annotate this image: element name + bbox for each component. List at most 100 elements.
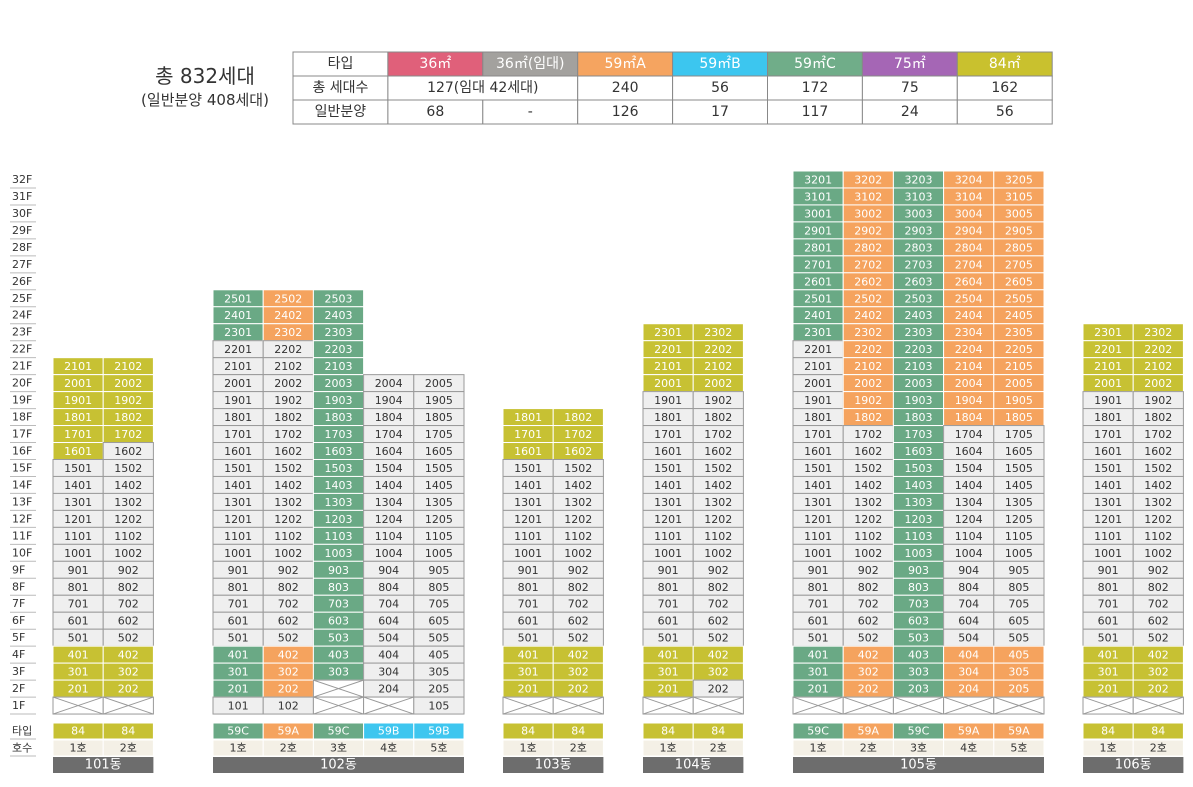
type-cell	[993, 722, 1045, 740]
floor-label: 19F	[12, 394, 32, 407]
unit-number: 702	[1148, 598, 1169, 611]
unit-number: 1503	[905, 462, 933, 475]
unit-number: 301	[658, 666, 679, 679]
unit-number: 2102	[704, 360, 732, 373]
unit-number: 201	[518, 683, 539, 696]
unit-number: 1402	[704, 479, 732, 492]
ho-label: 2호	[1150, 742, 1167, 755]
unit-number: 1101	[224, 530, 252, 543]
floor-label: 15F	[12, 461, 32, 474]
unit-number: 2403	[905, 309, 933, 322]
unit-number: 2402	[274, 309, 302, 322]
unit-number: 702	[568, 598, 589, 611]
unit-number: 2302	[1144, 326, 1172, 339]
unit-number: 1005	[1005, 547, 1033, 560]
unit-number: 2201	[224, 343, 252, 356]
unit-number: 505	[428, 632, 449, 645]
empty-cross	[313, 696, 364, 715]
unit-number: 2605	[1005, 275, 1033, 288]
unit-number: 1405	[425, 479, 453, 492]
ho-cell	[993, 739, 1045, 757]
unit-number: 501	[1098, 632, 1119, 645]
unit-number: 2203	[905, 343, 933, 356]
unit-number: 602	[858, 615, 879, 628]
unit-number: 2302	[854, 326, 882, 339]
unit-number: 602	[278, 615, 299, 628]
unit-number: 1001	[654, 547, 682, 560]
unit-number: 301	[68, 666, 89, 679]
unit-number: 1501	[1094, 462, 1122, 475]
ho-label: 5호	[430, 742, 447, 755]
unit-number: 1002	[274, 547, 302, 560]
empty-cross	[943, 696, 994, 715]
unit-number: 901	[658, 564, 679, 577]
summary-value: 75	[901, 80, 919, 96]
unit-number: 403	[908, 649, 929, 662]
unit-number: 1101	[1094, 530, 1122, 543]
type-label: 84	[121, 725, 135, 738]
unit-number: 901	[1098, 564, 1119, 577]
unit-number: 502	[118, 632, 139, 645]
unit-number: 1002	[1144, 547, 1172, 560]
unit-number: 403	[328, 649, 349, 662]
unit-number: 901	[518, 564, 539, 577]
unit-number: 2102	[1144, 360, 1172, 373]
ho-label: 1호	[70, 742, 87, 755]
unit-number: 303	[328, 666, 349, 679]
unit-number: 2404	[955, 309, 983, 322]
unit-number: 401	[658, 649, 679, 662]
floor-label: 23F	[12, 326, 32, 339]
unit-number: 1705	[1005, 428, 1033, 441]
unit-number: 1001	[64, 547, 92, 560]
empty-cross	[553, 696, 604, 715]
unit-number: 2103	[905, 360, 933, 373]
floor-label: 1F	[12, 699, 25, 712]
summary-value: 총 세대수	[312, 80, 368, 96]
unit-number: 2704	[955, 258, 983, 271]
empty-cross	[502, 696, 554, 715]
unit-number: 1602	[854, 445, 882, 458]
unit-number: 3203	[905, 173, 933, 186]
unit-number: 701	[228, 598, 249, 611]
building-name: 102동	[320, 758, 357, 773]
type-label: 84	[1101, 725, 1115, 738]
summary-cell	[387, 75, 579, 101]
unit-number: 1905	[425, 394, 453, 407]
unit-number: 102	[278, 700, 299, 713]
ho-label: 2호	[120, 742, 137, 755]
unit-number: 1602	[704, 445, 732, 458]
unit-number: 1901	[64, 394, 92, 407]
unit-number: 902	[278, 564, 299, 577]
unit-number: 801	[1098, 581, 1119, 594]
unit-number: 2103	[325, 360, 353, 373]
unit-number: 1001	[514, 547, 542, 560]
unit-number: 2002	[1144, 377, 1172, 390]
unit-number: 1902	[114, 394, 142, 407]
unit-number: 2305	[1005, 326, 1033, 339]
unit-number: 401	[228, 649, 249, 662]
building-bar	[53, 757, 154, 773]
unit-number: 204	[958, 683, 979, 696]
unit-number: 202	[1148, 683, 1169, 696]
ho-label: 1호	[1100, 742, 1117, 755]
unit-number: 1802	[114, 411, 142, 424]
summary-cell	[292, 99, 389, 125]
unit-number: 704	[958, 598, 979, 611]
unit-number: 1702	[1144, 428, 1172, 441]
unit-number: 3103	[905, 190, 933, 203]
ho-label: 3호	[910, 742, 927, 755]
unit-number: 1701	[804, 428, 832, 441]
unit-number: 803	[908, 581, 929, 594]
unit-number: 1401	[514, 479, 542, 492]
unit-number: 1102	[1144, 530, 1172, 543]
unit-number: 501	[68, 632, 89, 645]
unit-number: 1601	[224, 445, 252, 458]
floor-label: 22F	[12, 343, 32, 356]
unit-number: 1601	[64, 445, 92, 458]
unit-number: 1702	[114, 428, 142, 441]
unit-number: 902	[708, 564, 729, 577]
empty-cross	[52, 696, 104, 715]
unit-number: 905	[428, 564, 449, 577]
unit-number: 2202	[704, 343, 732, 356]
unit-number: 2901	[804, 224, 832, 237]
